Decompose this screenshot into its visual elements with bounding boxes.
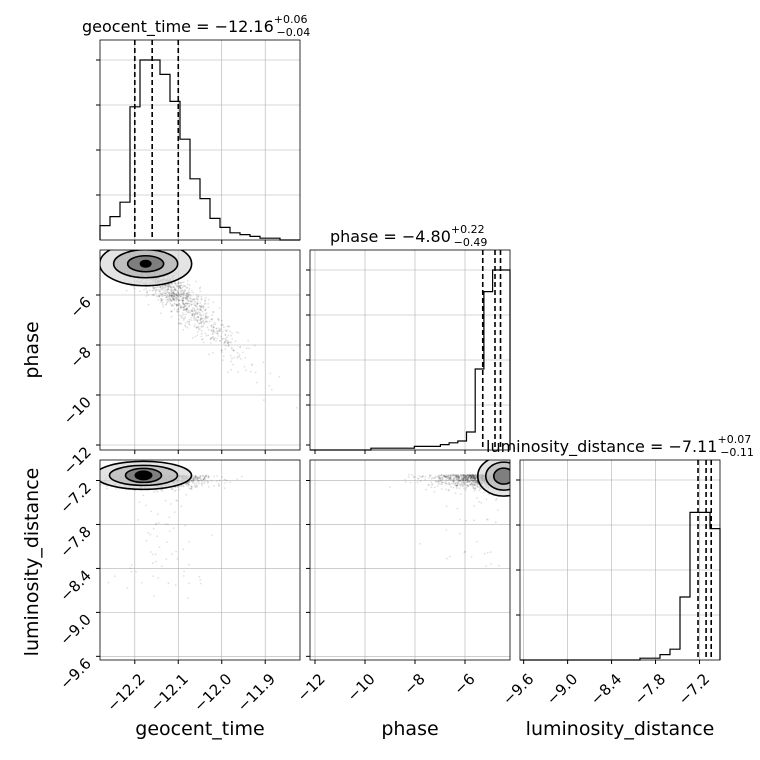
scatter-10 [100,250,298,409]
xtick-label-phase-3: −6 [450,670,478,698]
ytick-label-luminosity_distance-4: −9.6 [56,654,94,692]
panel-frame-20 [99,459,301,661]
title-phase: phase = −4.80+0.22 −0.49 [330,223,487,249]
xtick-label-geocent_time-2: −12.0 [190,670,235,715]
panel-frame-22 [519,459,721,661]
panel-frame-21 [309,459,511,661]
xtick-label-geocent_time-1: −12.1 [147,670,192,715]
ytick-label-phase-2: −10 [60,393,95,428]
ytick-label-luminosity_distance-1: −7.8 [56,523,94,561]
xtick-label-luminosity_distance-4: −7.2 [675,670,713,708]
xlabel-phase: phase [381,718,438,740]
scatter-21 [389,460,510,567]
title-luminosity-distance: luminosity_distance = −7.11+0.07 −0.11 [486,433,754,459]
ytick-label-luminosity_distance-3: −9.0 [56,610,94,648]
ylabel-luminosity-distance: luminosity_distance [21,468,43,657]
scatter-20 [100,460,243,600]
xtick-label-geocent_time-0: −12.2 [103,670,148,715]
ytick-label-phase-1: −8 [66,343,94,371]
xtick-label-luminosity_distance-3: −7.8 [631,670,669,708]
xlabel-luminosity-distance: luminosity_distance [526,718,715,740]
xlabel-geocent-time: geocent_time [135,718,264,740]
xtick-label-phase-1: −10 [344,670,379,705]
title-geocent-time: geocent_time = −12.16+0.06 −0.04 [82,13,310,39]
panel-frame-11 [309,249,511,451]
panel-frame-00 [99,39,301,241]
ytick-label-luminosity_distance-0: −7.2 [56,479,94,517]
xtick-label-luminosity_distance-2: −8.4 [587,670,625,708]
ytick-label-luminosity_distance-2: −8.4 [56,567,94,605]
ytick-label-phase-3: −12 [60,443,95,478]
xtick-label-luminosity_distance-0: −9.6 [499,670,537,708]
panel-frame-10 [99,249,301,451]
xtick-label-geocent_time-3: −11.9 [234,670,279,715]
xtick-label-luminosity_distance-1: −9.0 [543,670,581,708]
xtick-label-phase-2: −8 [400,670,428,698]
density-10-3 [139,259,152,268]
xtick-label-phase-0: −12 [294,670,329,705]
density-20-3 [134,470,153,481]
ylabel-phase: phase [21,321,43,378]
ytick-label-phase-0: −6 [66,293,94,321]
density-21-2 [492,467,510,485]
hist-geocent_time [99,59,300,241]
hist-luminosity_distance [520,511,721,661]
